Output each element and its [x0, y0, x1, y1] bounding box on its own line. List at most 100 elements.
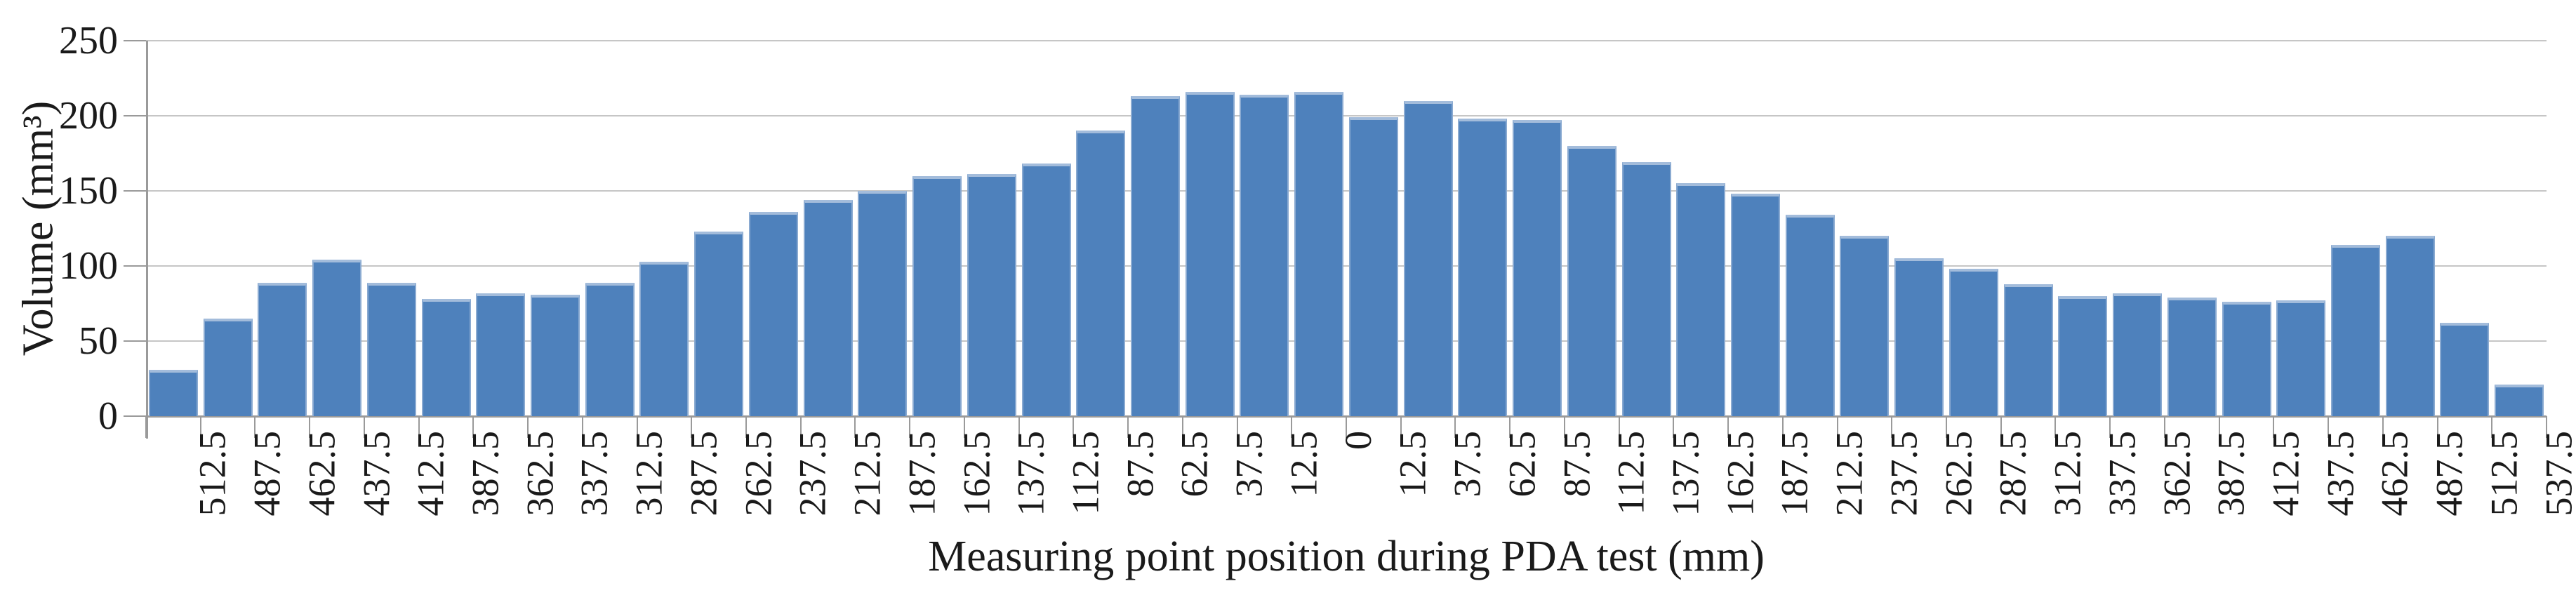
x-tick-mark: [1509, 416, 1511, 438]
x-tick-label: 337.5: [573, 431, 616, 516]
x-tick-label: 387.5: [464, 431, 507, 516]
x-tick-label: 137.5: [1009, 431, 1052, 516]
bar: [858, 191, 908, 416]
x-tick-mark: [745, 416, 747, 438]
bar: [694, 232, 744, 416]
x-tick-mark: [1781, 416, 1784, 438]
bar: [1840, 236, 1890, 416]
bar: [2495, 385, 2544, 416]
x-tick-label: 162.5: [955, 431, 998, 516]
bar: [2222, 302, 2271, 416]
x-tick-mark: [1236, 416, 1238, 438]
x-tick-mark: [2546, 416, 2547, 438]
x-tick-mark: [2109, 416, 2111, 438]
x-tick-label: 462.5: [300, 431, 343, 516]
x-tick-mark: [1946, 416, 1947, 438]
x-tick-mark: [1454, 416, 1456, 438]
bar: [1730, 194, 1780, 416]
bar: [530, 295, 580, 416]
x-tick-mark: [309, 416, 311, 438]
bar: [148, 370, 198, 416]
bar: [912, 176, 962, 416]
bar: [366, 283, 416, 416]
x-tick-label: 87.5: [1119, 431, 1162, 498]
x-tick-label: 287.5: [1991, 431, 2034, 516]
bar: [2276, 300, 2326, 416]
bar: [1567, 146, 1616, 416]
x-tick-mark: [1127, 416, 1129, 438]
x-tick-mark: [363, 416, 365, 438]
bar: [1948, 269, 1998, 416]
bar: [2330, 245, 2380, 416]
y-tick-label: 0: [98, 394, 118, 438]
x-tick-mark: [1891, 416, 1893, 438]
bar: [1185, 92, 1235, 416]
x-tick-label: 262.5: [1937, 431, 1980, 516]
x-tick-label: 287.5: [682, 431, 725, 516]
y-tick-label: 150: [59, 169, 118, 213]
bar: [1513, 120, 1562, 416]
gridline: [146, 265, 2547, 267]
bar: [2385, 236, 2435, 416]
x-tick-label: 212.5: [1828, 431, 1871, 516]
x-tick-mark: [145, 416, 147, 438]
x-tick-mark: [1618, 416, 1620, 438]
x-tick-mark: [1181, 416, 1183, 438]
x-tick-mark: [472, 416, 474, 438]
x-tick-mark: [199, 416, 201, 438]
x-tick-label: 112.5: [1609, 431, 1652, 515]
bar: [1676, 183, 1726, 416]
x-tick-label: 362.5: [519, 431, 562, 516]
x-tick-mark: [1673, 416, 1675, 438]
x-tick-mark: [1018, 416, 1020, 438]
y-tick-mark: [124, 115, 146, 116]
x-tick-label: 237.5: [791, 431, 834, 516]
x-tick-label: 62.5: [1501, 431, 1543, 498]
y-tick-mark: [124, 265, 146, 267]
bar: [1894, 258, 1944, 416]
x-tick-label: 437.5: [2319, 431, 2362, 516]
y-axis-title-text: Volume (mm³): [14, 100, 62, 356]
bar: [476, 293, 526, 416]
bar: [1130, 96, 1180, 416]
x-tick-mark: [691, 416, 693, 438]
x-tick-mark: [254, 416, 256, 438]
x-tick-label: 512.5: [191, 431, 234, 516]
bar: [967, 174, 1016, 416]
x-tick-label: 0: [1337, 431, 1380, 450]
x-tick-label: 12.5: [1391, 431, 1434, 498]
x-tick-mark: [854, 416, 856, 438]
bar: [2167, 298, 2217, 416]
bar: [258, 283, 307, 416]
x-tick-label: 37.5: [1228, 431, 1270, 498]
x-tick-mark: [1563, 416, 1565, 438]
x-tick-mark: [636, 416, 638, 438]
gridline: [146, 340, 2547, 342]
y-tick-mark: [124, 340, 146, 342]
bar: [1621, 162, 1671, 416]
bar: [1021, 164, 1071, 416]
x-tick-mark: [909, 416, 911, 438]
x-tick-label: 162.5: [1719, 431, 1762, 516]
y-tick-label: 50: [79, 319, 118, 363]
x-tick-label: 412.5: [409, 431, 452, 516]
x-tick-mark: [418, 416, 420, 438]
x-tick-label: 137.5: [1664, 431, 1707, 516]
x-tick-mark: [799, 416, 802, 438]
x-tick-label: 312.5: [2046, 431, 2089, 516]
x-tick-mark: [2000, 416, 2002, 438]
x-tick-label: 262.5: [737, 431, 780, 516]
gridline: [146, 40, 2547, 41]
x-tick-label: 387.5: [2210, 431, 2252, 516]
x-tick-mark: [1291, 416, 1293, 438]
bar: [421, 299, 471, 416]
bar: [2113, 293, 2163, 416]
x-tick-label: 487.5: [246, 431, 288, 516]
y-tick-label: 250: [59, 19, 118, 62]
x-tick-mark: [963, 416, 965, 438]
bar: [585, 283, 635, 416]
x-tick-mark: [2436, 416, 2438, 438]
x-tick-label: 362.5: [2156, 431, 2198, 516]
x-tick-label: 212.5: [846, 431, 889, 516]
